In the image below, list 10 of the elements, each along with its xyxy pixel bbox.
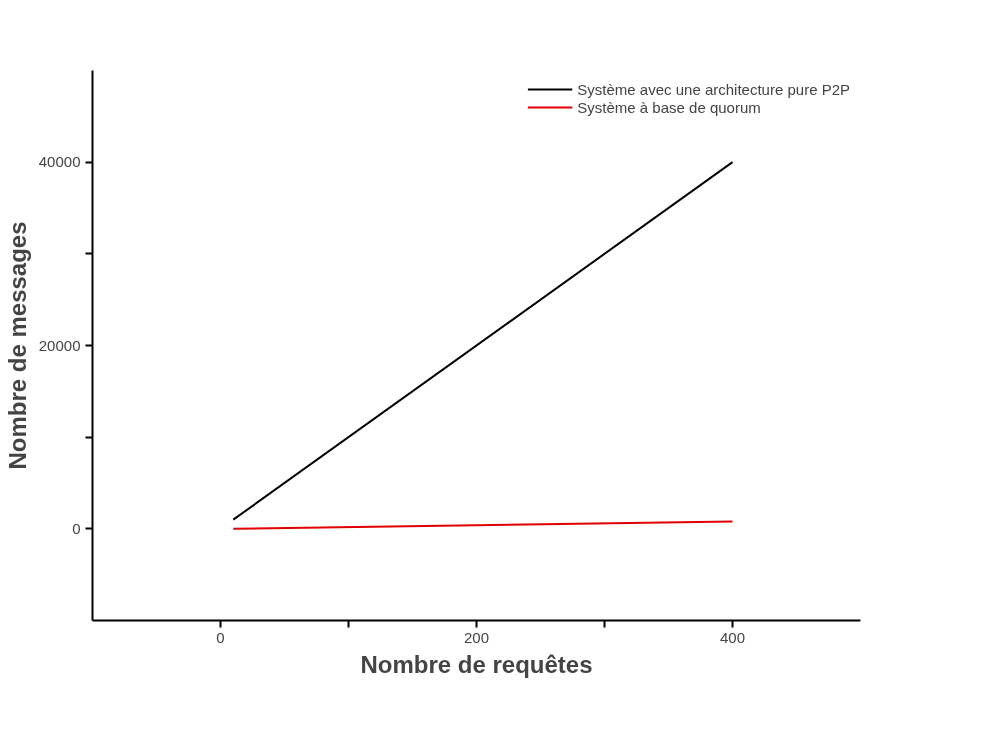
x-tick-label: 400: [719, 628, 746, 646]
y-tick-label: 20000: [38, 336, 81, 354]
y-tick-label: 0: [72, 519, 81, 537]
y-axis-title: Nombre de messages: [3, 221, 31, 470]
x-tick-label: 200: [463, 628, 490, 646]
y-tick-label: 40000: [38, 153, 81, 171]
x-axis-title: Nombre de requêtes: [360, 650, 593, 678]
legend-label: Système avec une architecture pure P2P: [577, 80, 850, 98]
legend-label: Système à base de quorum: [577, 98, 761, 116]
x-tick-label: 0: [216, 628, 225, 646]
